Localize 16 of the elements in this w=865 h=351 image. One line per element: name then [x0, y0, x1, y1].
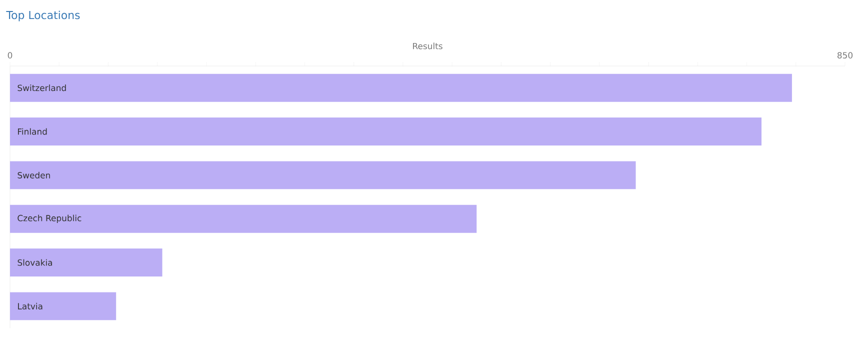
x-axis-title: Results	[413, 42, 442, 50]
y-tick-label: Latvia	[18, 302, 42, 310]
y-tick-label: Finland	[18, 128, 47, 135]
bar	[10, 204, 477, 233]
x-tick-label: 850	[838, 52, 853, 58]
chart-title: Top Locations	[6, 10, 80, 22]
bar	[10, 161, 636, 190]
bar	[10, 118, 762, 146]
y-tick-label: Czech Republic	[18, 214, 82, 223]
bar	[10, 248, 162, 276]
bar	[10, 292, 116, 320]
y-tick-label: Slovakia	[18, 259, 52, 266]
x-tick-label: 0	[8, 52, 12, 58]
bar	[10, 74, 792, 102]
y-tick-label: Sweden	[18, 172, 50, 178]
y-tick-label: Switzerland	[18, 84, 66, 92]
